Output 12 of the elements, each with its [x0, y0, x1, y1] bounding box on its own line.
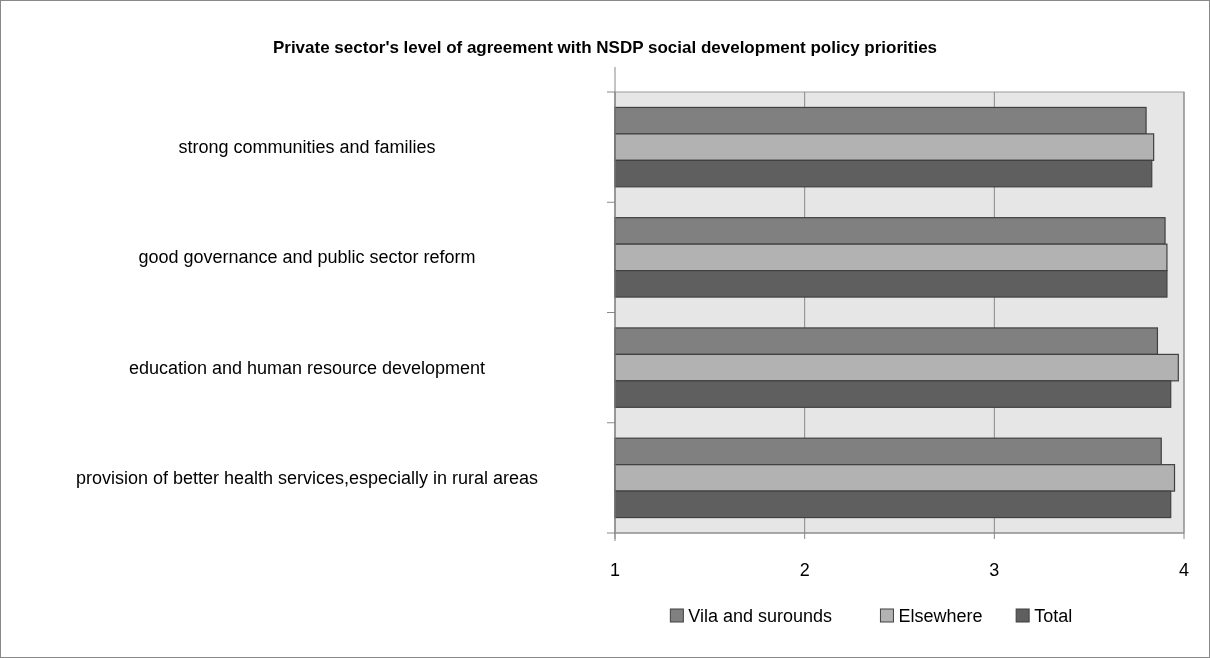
chart-title: Private sector's level of agreement with NSDP social development policy priorities [272, 38, 938, 57]
y-tick-label: strong communities and families [178, 137, 436, 158]
y-tick-label: provision of better health services,especially in rural areas [75, 467, 539, 488]
legend-label: Total [1034, 606, 1073, 626]
x-tick-label: 2 [799, 560, 810, 580]
y-tick-label: education and human resource development [128, 357, 486, 378]
y-tick-label: good governance and public sector reform [138, 247, 476, 268]
x-tick-label: 1 [609, 560, 621, 580]
x-tick-label: 3 [989, 560, 1000, 580]
legend-label: Elsewhere [898, 606, 983, 626]
legend-label: Vila and surounds [688, 606, 833, 626]
x-tick-label: 4 [1178, 560, 1190, 580]
